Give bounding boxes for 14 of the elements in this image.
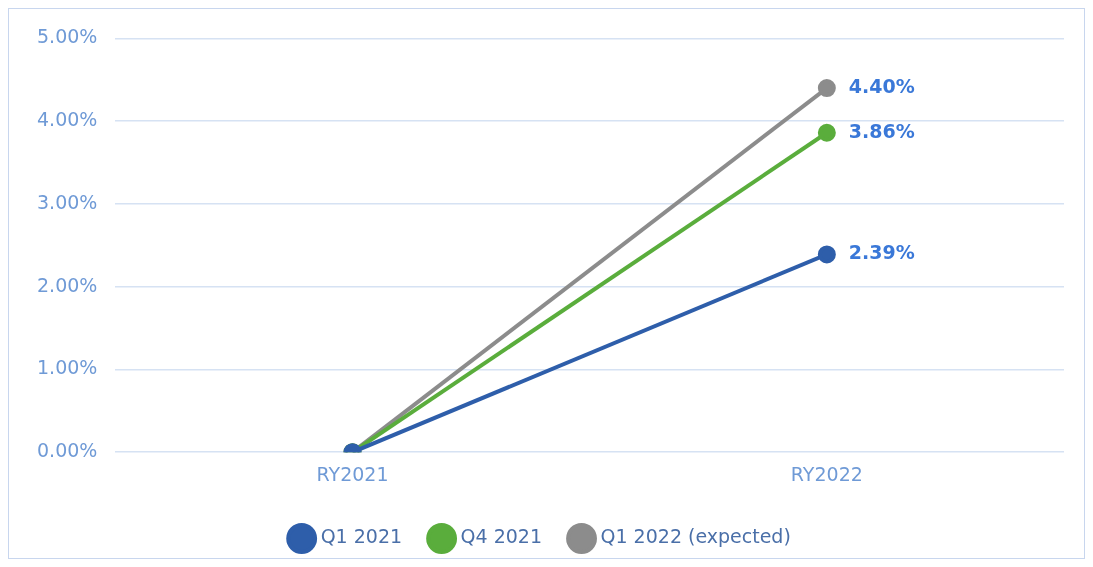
x-tick-label: RY2021 — [316, 462, 389, 485]
y-tick-label: 3.00% — [37, 190, 98, 213]
y-tick-label: 2.00% — [37, 273, 98, 296]
x-tick-label: RY2022 — [790, 462, 863, 485]
y-tick-label: 5.00% — [37, 25, 98, 48]
y-tick-label: 0.00% — [37, 439, 98, 462]
data-label: 4.40% — [848, 74, 915, 97]
legend-label: Q1 2022 (expected) — [600, 525, 791, 548]
y-tick-label: 1.00% — [37, 356, 98, 379]
data-label: 2.39% — [848, 241, 915, 264]
y-tick-label: 4.00% — [37, 108, 98, 131]
legend-label: Q1 2021 — [320, 525, 403, 548]
legend-label: Q4 2021 — [460, 525, 543, 548]
data-label: 3.86% — [848, 119, 915, 142]
